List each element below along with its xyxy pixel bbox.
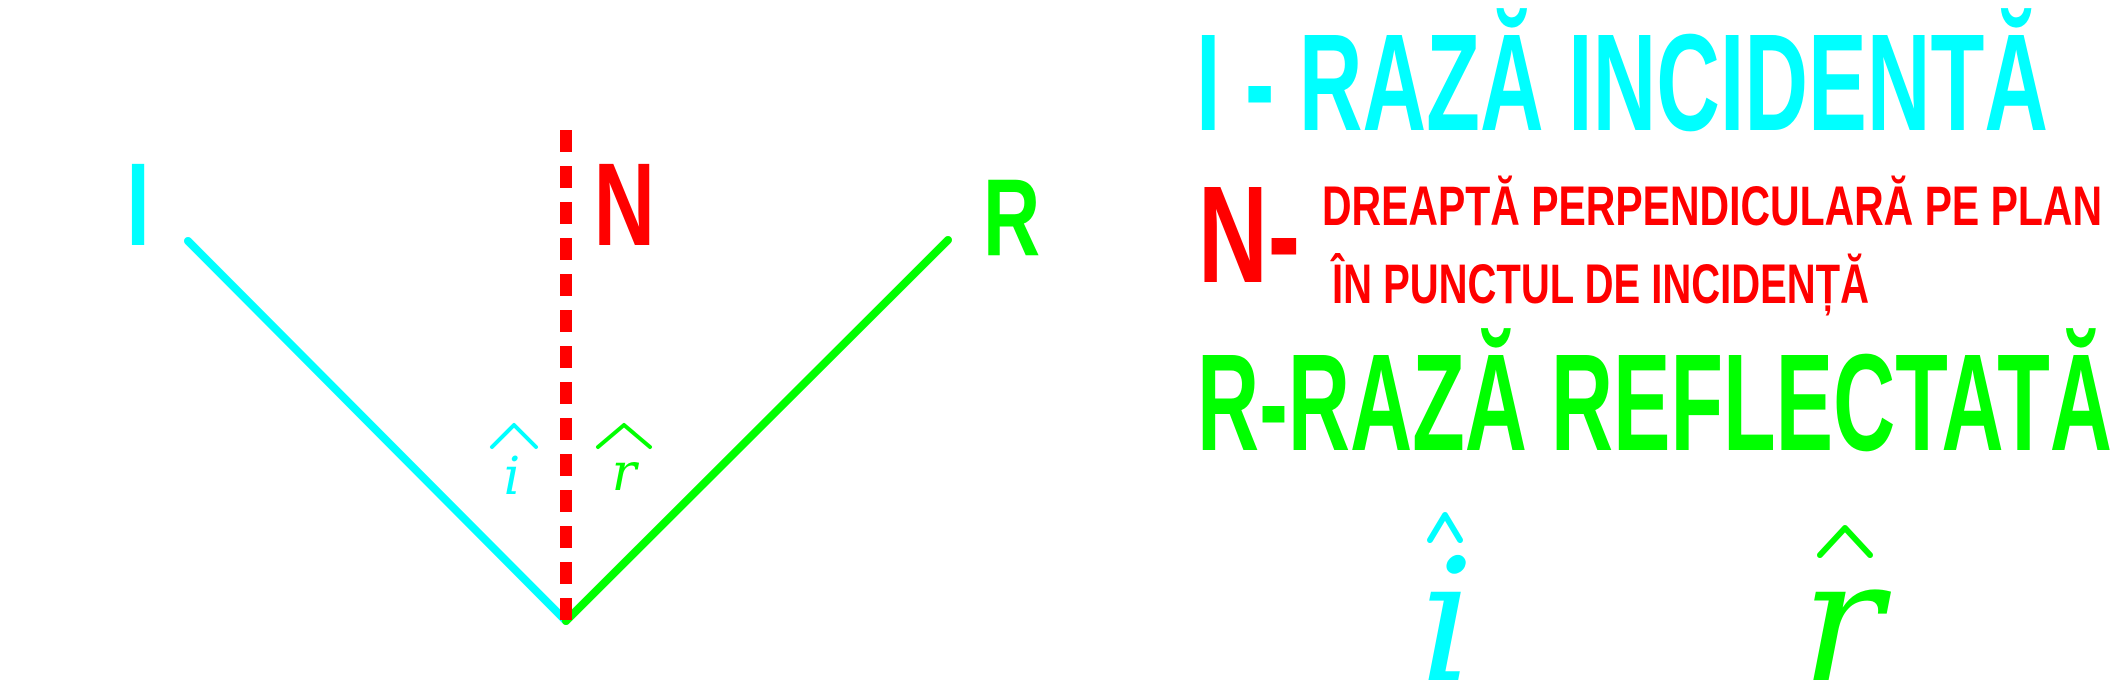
legend-angle-r-hat-icon: [1817, 525, 1873, 558]
angle-r-symbol: r: [612, 443, 640, 503]
angle-r-hat-icon: [596, 423, 652, 449]
incident-ray: [184, 237, 570, 625]
legend-reflected: R-RAZĂ REFLECTATĂ: [1197, 326, 2112, 480]
angle-i-marker: i: [490, 423, 538, 507]
angle-r-marker: r: [596, 423, 652, 503]
legend-angle-i-hat-icon: [1427, 512, 1463, 543]
legend-normal-prefix: N-: [1198, 158, 1300, 312]
legend-normal-line2: ÎN PUNCTUL DE INCIDENȚĂ: [1330, 252, 1869, 316]
angle-i-symbol: i: [504, 447, 521, 507]
normal-label: N: [594, 138, 655, 270]
legend-normal-line1: DREAPTĂ PERPENDICULARĂ PE PLAN: [1322, 174, 2102, 237]
legend-angle-r: r: [1801, 523, 1891, 695]
legend-angle-i: i: [1420, 512, 1474, 695]
legend-angle-i-symbol: i: [1420, 523, 1474, 695]
angle-i-hat-icon: [490, 423, 538, 449]
legend-incident: I - RAZĂ INCIDENTĂ: [1196, 6, 2048, 160]
incident-ray-label: I: [126, 138, 150, 270]
reflected-ray: [562, 236, 952, 625]
reflected-ray-label: R: [983, 156, 1040, 279]
legend-angle-r-symbol: r: [1801, 523, 1891, 695]
